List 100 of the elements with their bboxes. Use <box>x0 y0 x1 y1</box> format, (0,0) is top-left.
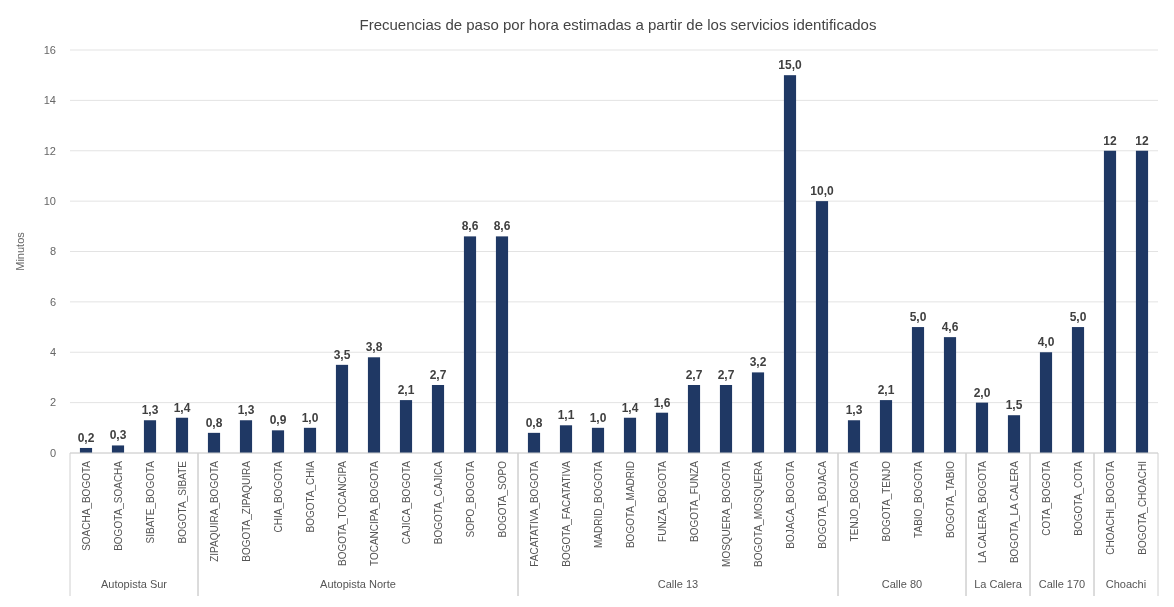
x-tick-label: MOSQUERA_BOGOTA <box>721 460 732 567</box>
bar <box>1103 150 1117 453</box>
bar <box>431 384 445 453</box>
data-label: 2,1 <box>877 383 895 398</box>
data-label: 2,0 <box>973 385 991 400</box>
text: Autopista Sur <box>100 578 168 590</box>
x-tick-label: ZIPAQUIRA_BOGOTA <box>209 460 220 562</box>
bar <box>879 400 893 453</box>
x-tick-label: BOGOTA_CHOACHI <box>1137 461 1148 555</box>
bar <box>271 430 285 453</box>
bar <box>527 432 541 453</box>
bar <box>463 236 477 453</box>
x-tick-label: CHOACHI_BOGOTA <box>1105 460 1116 555</box>
y-tick-label: 14 <box>43 94 56 107</box>
x-tick-label: BOGOTA_TENJO <box>881 460 892 542</box>
data-label: 3,8 <box>365 340 383 355</box>
x-tick-label: BOGOTA_SOPO <box>497 460 508 538</box>
x-tick-label: BOGOTA_SOACHA <box>113 460 124 551</box>
bar <box>1007 415 1021 453</box>
y-tick-label: 16 <box>43 43 56 56</box>
bar <box>207 432 221 453</box>
data-label: 4,0 <box>1037 335 1055 350</box>
text: Choachi <box>1105 578 1147 590</box>
x-tick-label: BOGOTA_MOSQUERA <box>753 460 764 567</box>
x-tick-label: BOGOTA_BOJACA <box>817 460 828 549</box>
y-tick-label: 6 <box>49 295 56 308</box>
x-tick-label: SIBATE_BOGOTA <box>145 460 156 544</box>
bar <box>687 384 701 453</box>
bar <box>239 420 253 453</box>
bar <box>1135 150 1149 453</box>
text: Autopista Norte <box>320 578 396 590</box>
data-label: 10,0 <box>810 184 834 199</box>
data-label: 0,9 <box>269 413 287 428</box>
data-label: 0,3 <box>109 428 127 443</box>
x-tick-label: TENJO_BOGOTA <box>849 460 860 542</box>
data-label: 1,0 <box>301 410 319 425</box>
y-tick-label: 12 <box>43 144 56 157</box>
data-label: 2,7 <box>685 367 703 382</box>
data-label: 0,8 <box>205 415 223 430</box>
x-tick-label: BOGOTA_CAJICA <box>433 460 444 545</box>
y-tick-label: 2 <box>49 396 56 409</box>
chart-title: Frecuencias de paso por hora estimadas a partir de los servicios identificados <box>359 16 877 33</box>
x-tick-label: SOPO_BOGOTA <box>465 460 476 538</box>
bar <box>719 384 733 453</box>
text: La Calera <box>974 578 1023 590</box>
bar <box>655 412 669 453</box>
bar <box>847 420 861 453</box>
data-label: 12 <box>1135 133 1149 148</box>
data-label: 1,3 <box>141 403 159 418</box>
data-label: 8,6 <box>493 219 511 234</box>
bar <box>111 445 125 453</box>
data-label: 8,6 <box>461 219 479 234</box>
bar <box>815 201 829 453</box>
bar <box>559 425 573 453</box>
x-tick-label: BOGOTA_MADRID <box>625 461 636 549</box>
text: Calle 80 <box>881 578 923 590</box>
x-tick-label: CAJICA_BOGOTA <box>401 460 412 545</box>
x-tick-label: LA CALERA_BOGOTA <box>977 460 988 564</box>
bar <box>1039 352 1053 453</box>
bar <box>303 427 317 453</box>
x-tick-label: COTA_BOGOTA <box>1041 460 1052 536</box>
data-label: 1,4 <box>621 400 639 415</box>
data-label: 3,5 <box>333 347 351 362</box>
x-tick-label: SOACHA_BOGOTA <box>81 460 92 551</box>
x-tick-label: BOGOTA_FACATATIVA <box>561 460 572 567</box>
x-tick-label: BOGOTA_FUNZA <box>689 460 700 542</box>
data-label: 1,1 <box>557 408 575 423</box>
data-label: 1,5 <box>1005 398 1023 413</box>
x-tick-label: BOJACA_BOGOTA <box>785 460 796 549</box>
text: Calle 13 <box>657 578 699 590</box>
x-tick-label: CHIA_BOGOTA <box>273 460 284 533</box>
data-label: 1,6 <box>653 395 671 410</box>
bar <box>591 427 605 453</box>
x-tick-label: BOGOTA_LA CALERA <box>1009 460 1020 564</box>
x-tick-label: TABIO_BOGOTA <box>913 460 924 538</box>
data-label: 0,2 <box>77 430 95 445</box>
y-tick-label: 10 <box>43 194 56 207</box>
data-label: 5,0 <box>909 310 927 325</box>
bar <box>175 417 189 453</box>
data-label: 2,7 <box>429 367 447 382</box>
x-tick-label: BOGOTA_ZIPAQUIRA <box>241 460 252 562</box>
data-label: 0,8 <box>525 415 543 430</box>
y-tick-label: 8 <box>49 245 56 258</box>
x-tick-label: BOGOTA_CHIA <box>305 460 316 533</box>
data-label: 1,3 <box>845 403 863 418</box>
bar <box>783 75 797 453</box>
bar <box>623 417 637 453</box>
bar <box>335 364 349 453</box>
x-tick-label: BOGOTA_TABIO <box>945 460 956 538</box>
x-tick-label: FUNZA_BOGOTA <box>657 460 668 542</box>
data-label: 1,0 <box>589 410 607 425</box>
x-tick-label: FACATATIVA_BOGOTA <box>529 460 540 567</box>
bar <box>143 420 157 453</box>
text: Calle 170 <box>1038 578 1086 590</box>
data-label: 12 <box>1103 133 1117 148</box>
bar <box>911 327 925 453</box>
data-label: 5,0 <box>1069 310 1087 325</box>
data-label: 1,4 <box>173 400 191 415</box>
data-label: 2,7 <box>717 367 735 382</box>
bar <box>367 357 381 453</box>
